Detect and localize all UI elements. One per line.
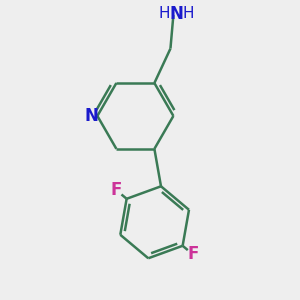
Text: F: F [187, 245, 198, 263]
Text: H: H [182, 6, 194, 21]
Text: N: N [84, 107, 98, 125]
Text: F: F [111, 181, 122, 199]
Text: N: N [169, 4, 183, 22]
Text: H: H [159, 6, 170, 21]
